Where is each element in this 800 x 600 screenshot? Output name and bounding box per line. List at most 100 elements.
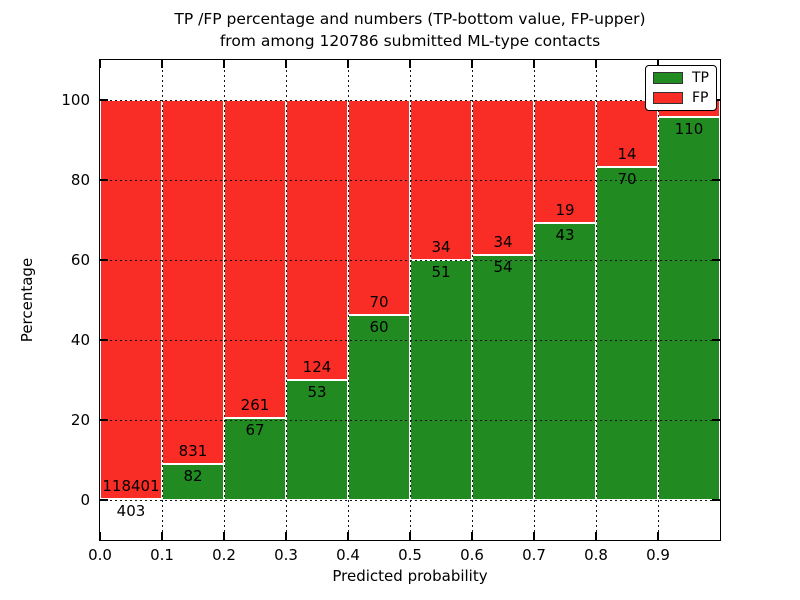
x-tick-bottom <box>285 532 287 540</box>
fp-legend-swatch <box>653 92 683 104</box>
tp-bar-segment <box>224 418 286 500</box>
y-tick-right <box>712 499 720 501</box>
tp-bar-segment <box>472 254 534 500</box>
tp-count-label: 51 <box>431 263 451 281</box>
y-tick-label: 60 <box>70 251 90 269</box>
fp-count-label: 70 <box>369 293 389 312</box>
x-tick-label: 0.2 <box>212 546 236 564</box>
tp-bar-segment <box>410 260 472 500</box>
x-gridline <box>472 60 473 540</box>
fp-bar-segment <box>534 100 596 223</box>
y-tick-left <box>100 419 108 421</box>
x-tick-label: 0.8 <box>584 546 608 564</box>
fp-bar-segment <box>472 100 534 255</box>
y-axis-label: Percentage <box>18 257 36 343</box>
tp-bar-segment <box>162 464 224 500</box>
plot-area: TP FP 118401 403 831 82 261 67 124 53 70 60 34 51 34… <box>99 59 721 541</box>
y-tick-label: 40 <box>70 331 90 349</box>
tp-bar-segment <box>658 117 720 500</box>
x-tick-bottom <box>471 532 473 540</box>
fp-count-label: 34 <box>431 238 451 256</box>
tp-count-label: 110 <box>674 120 704 139</box>
tp-count-label: 43 <box>555 225 575 244</box>
y-tick-right <box>712 179 720 181</box>
chart-title: TP /FP percentage and numbers (TP-bottom… <box>100 8 720 52</box>
fp-bar-segment <box>596 100 658 167</box>
tp-count-label: 82 <box>183 467 203 486</box>
fp-bar-segment <box>100 100 162 499</box>
y-tick-left <box>100 99 108 101</box>
x-tick-top <box>161 60 163 68</box>
x-tick-bottom <box>595 532 597 540</box>
x-gridline <box>348 60 349 540</box>
x-gridline <box>162 60 163 540</box>
x-tick-label: 0.7 <box>522 546 546 564</box>
tp-bar-segment <box>596 166 658 500</box>
y-tick-right <box>712 339 720 341</box>
x-tick-label: 0.9 <box>646 546 670 564</box>
y-tick-label: 100 <box>61 91 90 109</box>
tp-bar-segment <box>534 222 596 500</box>
chart-title-line2: from among 120786 submitted ML-type cont… <box>219 32 601 50</box>
fp-count-label: 118401 <box>102 476 160 495</box>
x-tick-label: 0.5 <box>398 546 422 564</box>
x-tick-bottom <box>223 532 225 540</box>
fp-count-label: 124 <box>302 358 332 377</box>
legend: TP FP <box>645 65 717 111</box>
x-tick-label: 0.6 <box>460 546 484 564</box>
x-tick-bottom <box>99 532 101 540</box>
y-tick-label: 20 <box>70 411 90 429</box>
fp-count-label: 19 <box>555 200 575 219</box>
y-tick-left <box>100 499 108 501</box>
tp-count-label: 53 <box>307 383 327 402</box>
x-tick-top <box>285 60 287 68</box>
tp-count-label: 60 <box>369 318 389 337</box>
legend-entry-fp: FP <box>653 91 709 105</box>
chart-title-line1: TP /FP percentage and numbers (TP-bottom… <box>174 10 646 28</box>
y-tick-left <box>100 179 108 181</box>
x-tick-bottom <box>347 532 349 540</box>
legend-entry-tp: TP <box>653 71 709 85</box>
x-tick-label: 0.3 <box>274 546 298 564</box>
x-tick-bottom <box>657 532 659 540</box>
y-tick-label: 0 <box>80 491 90 509</box>
x-tick-top <box>347 60 349 68</box>
fp-count-label: 261 <box>240 396 270 415</box>
x-tick-label: 0.1 <box>150 546 174 564</box>
tp-count-label: 70 <box>617 169 637 188</box>
x-gridline <box>534 60 535 540</box>
x-tick-top <box>657 60 659 68</box>
y-tick-left <box>100 339 108 341</box>
x-gridline <box>596 60 597 540</box>
fp-count-label: 831 <box>178 442 208 461</box>
tp-bar-segment <box>286 380 348 500</box>
x-gridline <box>410 60 411 540</box>
y-tick-left <box>100 259 108 261</box>
fp-bar-segment <box>162 100 224 465</box>
tp-legend-label: TP <box>692 70 709 86</box>
fp-count-label: 34 <box>493 232 513 251</box>
tp-bar-segment <box>348 315 410 500</box>
x-tick-top <box>409 60 411 68</box>
x-gridline <box>658 60 659 540</box>
x-tick-top <box>533 60 535 68</box>
fp-count-label: 14 <box>617 144 637 163</box>
x-gridline <box>286 60 287 540</box>
x-tick-label: 0.4 <box>336 546 360 564</box>
y-tick-right <box>712 419 720 421</box>
fp-bar-segment <box>286 100 348 381</box>
x-tick-top <box>471 60 473 68</box>
tp-count-label: 403 <box>116 501 146 520</box>
x-tick-bottom <box>533 532 535 540</box>
x-tick-bottom <box>409 532 411 540</box>
tp-count-label: 67 <box>245 421 265 440</box>
x-tick-top <box>223 60 225 68</box>
y-tick-label: 80 <box>70 171 90 189</box>
fp-bar-segment <box>348 100 410 316</box>
x-tick-bottom <box>161 532 163 540</box>
tp-count-label: 54 <box>493 257 513 276</box>
fp-legend-label: FP <box>692 90 709 106</box>
x-tick-label: 0.0 <box>88 546 112 564</box>
x-tick-top <box>99 60 101 68</box>
